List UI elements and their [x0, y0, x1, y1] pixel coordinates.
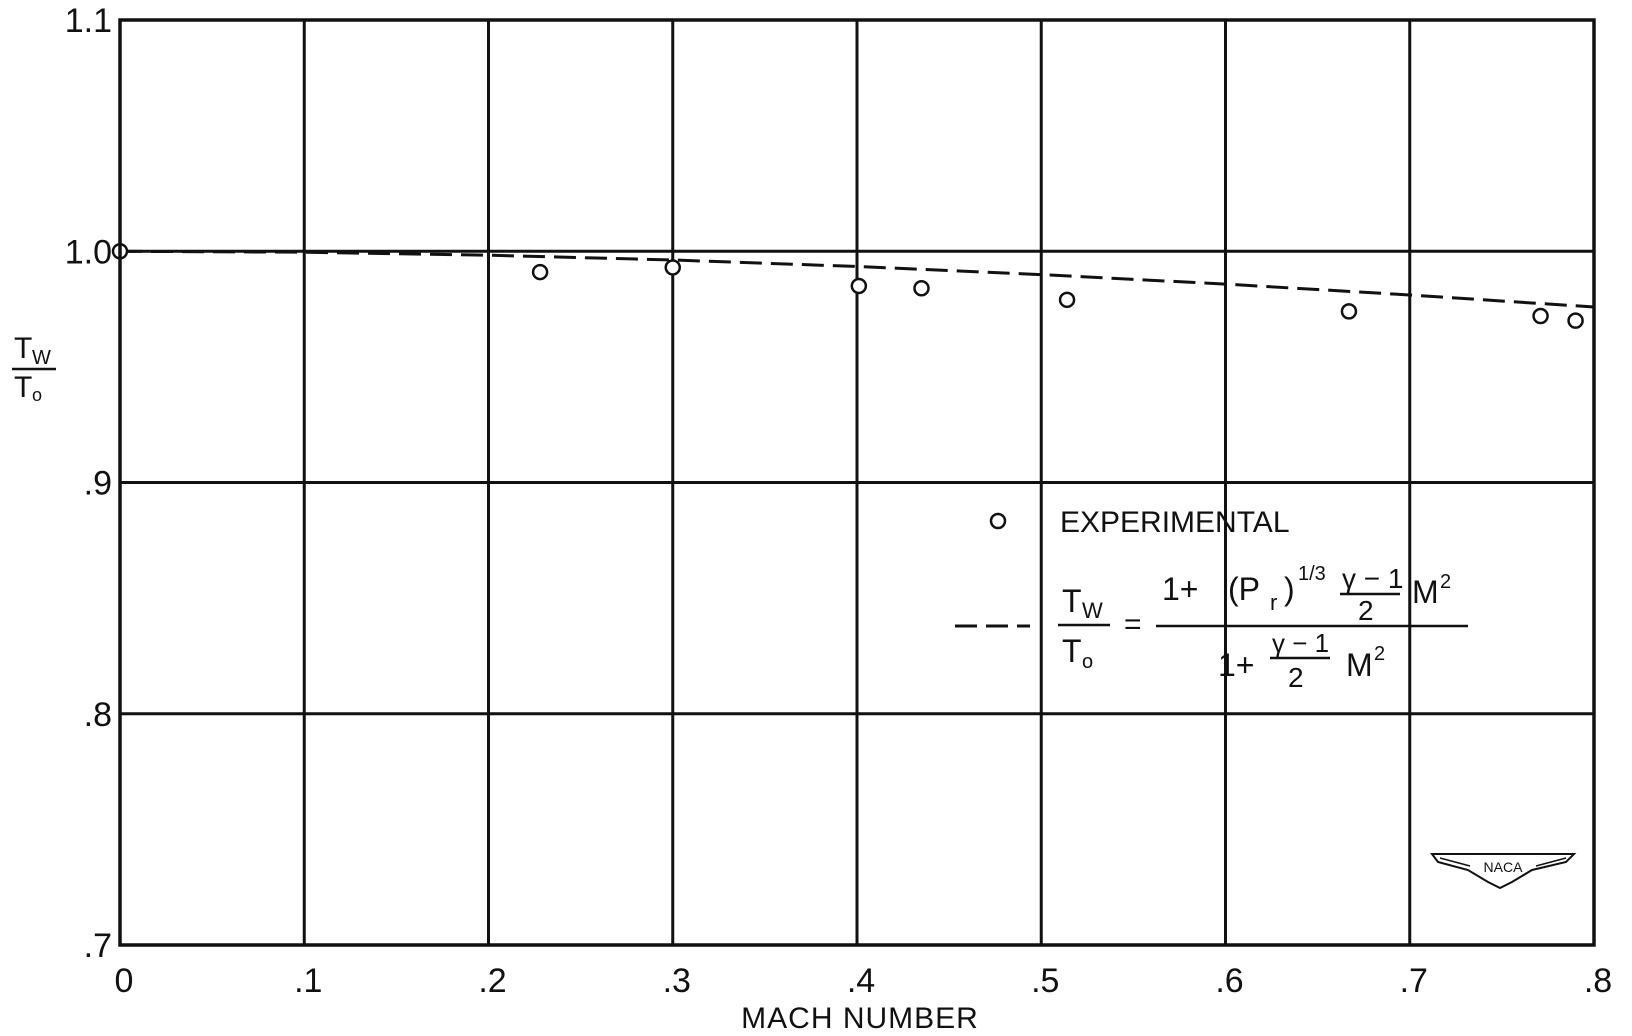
- y-tick-label: .9: [84, 465, 112, 503]
- data-point: [1532, 307, 1549, 325]
- formula-pr-sub: r: [1270, 590, 1277, 615]
- formula-equals: =: [1124, 608, 1142, 641]
- data-point: [850, 277, 868, 295]
- formula-lhs-den-sub: o: [1082, 651, 1093, 673]
- legend-formula: T W T o = 1+ (P r ) 1/3 γ − 1 2 M 2 1+ γ…: [1058, 563, 1468, 693]
- formula-lhs-num: T: [1062, 583, 1082, 619]
- data-point: [1567, 312, 1584, 329]
- formula-pr-close: ): [1284, 571, 1295, 607]
- formula-den-one-plus: 1+: [1218, 647, 1254, 683]
- plot-frame: [118, 18, 1596, 947]
- formula-lhs-den: T: [1062, 633, 1082, 669]
- x-tick-label: .7: [1400, 962, 1428, 1000]
- formula-m-exp: 2: [1440, 571, 1451, 593]
- formula-den-m: M: [1346, 647, 1373, 683]
- y-label-den-sub: o: [32, 385, 42, 405]
- x-tick-label: .2: [478, 962, 506, 1000]
- x-axis-label: MACH NUMBER: [741, 1002, 979, 1035]
- experimental-points: [111, 243, 1584, 329]
- y-tick-label: 1.0: [65, 233, 112, 271]
- x-tick-label: .1: [294, 962, 322, 1000]
- y-tick-label: .8: [84, 696, 112, 734]
- data-point: [1340, 303, 1358, 320]
- formula-den-two: 2: [1288, 662, 1304, 693]
- formula-den-m-exp: 2: [1374, 643, 1385, 665]
- naca-logo: NACA: [1430, 853, 1577, 890]
- formula-pr: (P: [1228, 571, 1260, 607]
- theory-curve: [119, 249, 1595, 309]
- data-point: [1058, 291, 1076, 309]
- formula-m: M: [1412, 574, 1439, 610]
- naca-logo-text: NACA: [1484, 859, 1524, 875]
- formula-pr-exp: 1/3: [1298, 563, 1326, 585]
- formula-lhs-num-sub: W: [1082, 598, 1103, 623]
- formula-num-one-plus: 1+: [1162, 571, 1198, 607]
- naca-wing-detail-icon: [1439, 857, 1567, 867]
- x-tick-label: .3: [663, 962, 691, 1000]
- formula-den-gamma-num: γ − 1: [1272, 628, 1329, 658]
- data-point: [531, 263, 549, 281]
- x-tick-label: .8: [1584, 962, 1612, 1000]
- formula-two: 2: [1358, 595, 1374, 626]
- x-tick-label: .4: [847, 962, 875, 1000]
- x-tick-label: .6: [1215, 962, 1243, 1000]
- legend-marker-experimental: [989, 512, 1007, 530]
- grid: [120, 20, 1594, 945]
- legend-label-experimental: EXPERIMENTAL: [1060, 506, 1290, 539]
- x-tick-label: 0: [115, 962, 134, 1000]
- y-label-den: T: [14, 371, 32, 404]
- tick-labels: 0 .1 .2 .3 .4 .5 .6 .7 .8 .7 .8 .9 1.0 1.1: [65, 2, 1612, 1000]
- data-point: [664, 259, 681, 276]
- naca-wings-icon: [1430, 853, 1577, 890]
- x-tick-label: .5: [1031, 962, 1059, 1000]
- y-label-num: T: [14, 332, 32, 365]
- y-label-num-sub: W: [32, 347, 51, 369]
- y-axis-label: T W T o: [12, 332, 56, 405]
- y-tick-label: .7: [84, 927, 112, 965]
- data-point: [913, 280, 930, 297]
- legend: EXPERIMENTAL T W T o = 1+ (P r ) 1/3 γ −…: [955, 506, 1468, 693]
- y-tick-label: 1.1: [65, 2, 112, 40]
- formula-gamma-num: γ − 1: [1342, 563, 1403, 594]
